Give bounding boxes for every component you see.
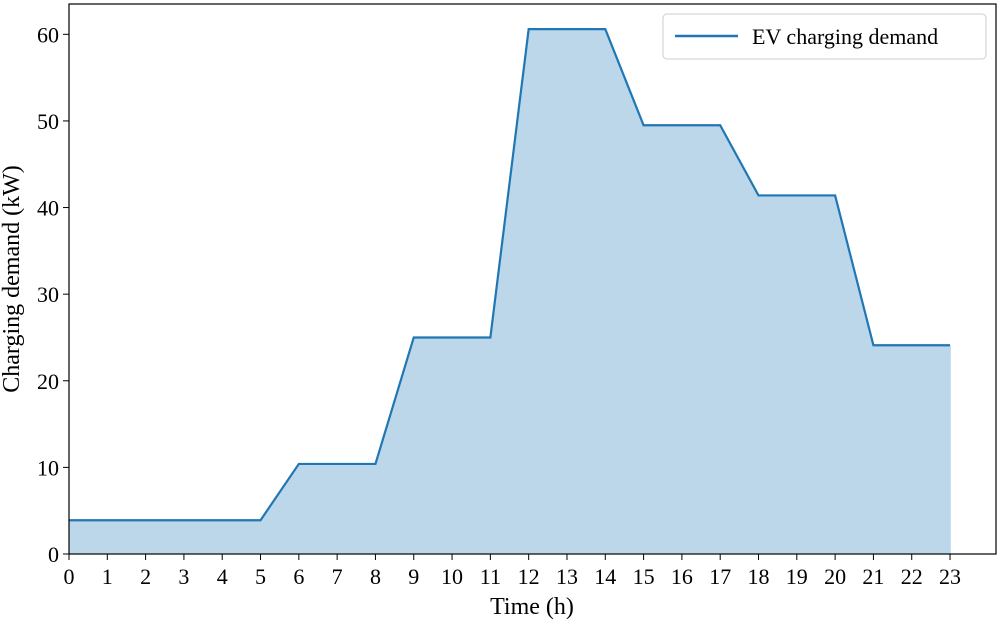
- legend-box: [662, 13, 987, 60]
- y-tick-label: 0: [48, 542, 59, 567]
- area-fill: [69, 29, 951, 555]
- x-tick-label: 5: [255, 564, 266, 589]
- y-axis: 0 10 20 30 40 50 60: [37, 22, 69, 567]
- x-tick-label: 2: [140, 564, 151, 589]
- x-tick-label: 12: [518, 564, 540, 589]
- y-tick-label: 10: [37, 455, 59, 480]
- y-tick-label: 40: [37, 196, 59, 221]
- x-tick-label: 6: [293, 564, 304, 589]
- x-tick-label: 0: [64, 564, 75, 589]
- y-tick-label: 60: [37, 22, 59, 47]
- x-tick-label: 7: [332, 564, 343, 589]
- x-tick-label: 8: [370, 564, 381, 589]
- x-tick-label: 18: [748, 564, 770, 589]
- x-tick-label: 16: [671, 564, 693, 589]
- x-tick-label: 22: [901, 564, 923, 589]
- x-tick-label: 23: [939, 564, 961, 589]
- legend-label: EV charging demand: [752, 24, 938, 49]
- x-tick-label: 11: [480, 564, 501, 589]
- x-axis-label: Time (h): [490, 594, 574, 620]
- legend: EV charging demand: [662, 13, 987, 60]
- x-tick-label: 15: [633, 564, 655, 589]
- x-tick-label: 19: [786, 564, 808, 589]
- x-tick-label: 3: [178, 564, 189, 589]
- x-tick-label: 10: [441, 564, 463, 589]
- x-tick-label: 14: [594, 564, 616, 589]
- plot-frame: [68, 3, 997, 555]
- y-tick-label: 30: [37, 282, 59, 307]
- x-tick-label: 9: [408, 564, 419, 589]
- y-tick-label: 50: [37, 109, 59, 134]
- y-tick-label: 20: [37, 369, 59, 394]
- series-line: [69, 28, 951, 522]
- x-axis: 0 1 2 3 4 5 6 7 8 9 10 11 12 13 14 15 16 17 18 19 20 21 22 23: [64, 554, 961, 589]
- x-tick-label: 20: [824, 564, 846, 589]
- x-tick-label: 4: [217, 564, 228, 589]
- plot-area: [69, 28, 951, 555]
- x-tick-label: 21: [862, 564, 884, 589]
- x-tick-label: 17: [709, 564, 731, 589]
- x-tick-label: 13: [556, 564, 578, 589]
- x-tick-label: 1: [102, 564, 113, 589]
- y-axis-label: Charging demand (kW): [0, 165, 25, 393]
